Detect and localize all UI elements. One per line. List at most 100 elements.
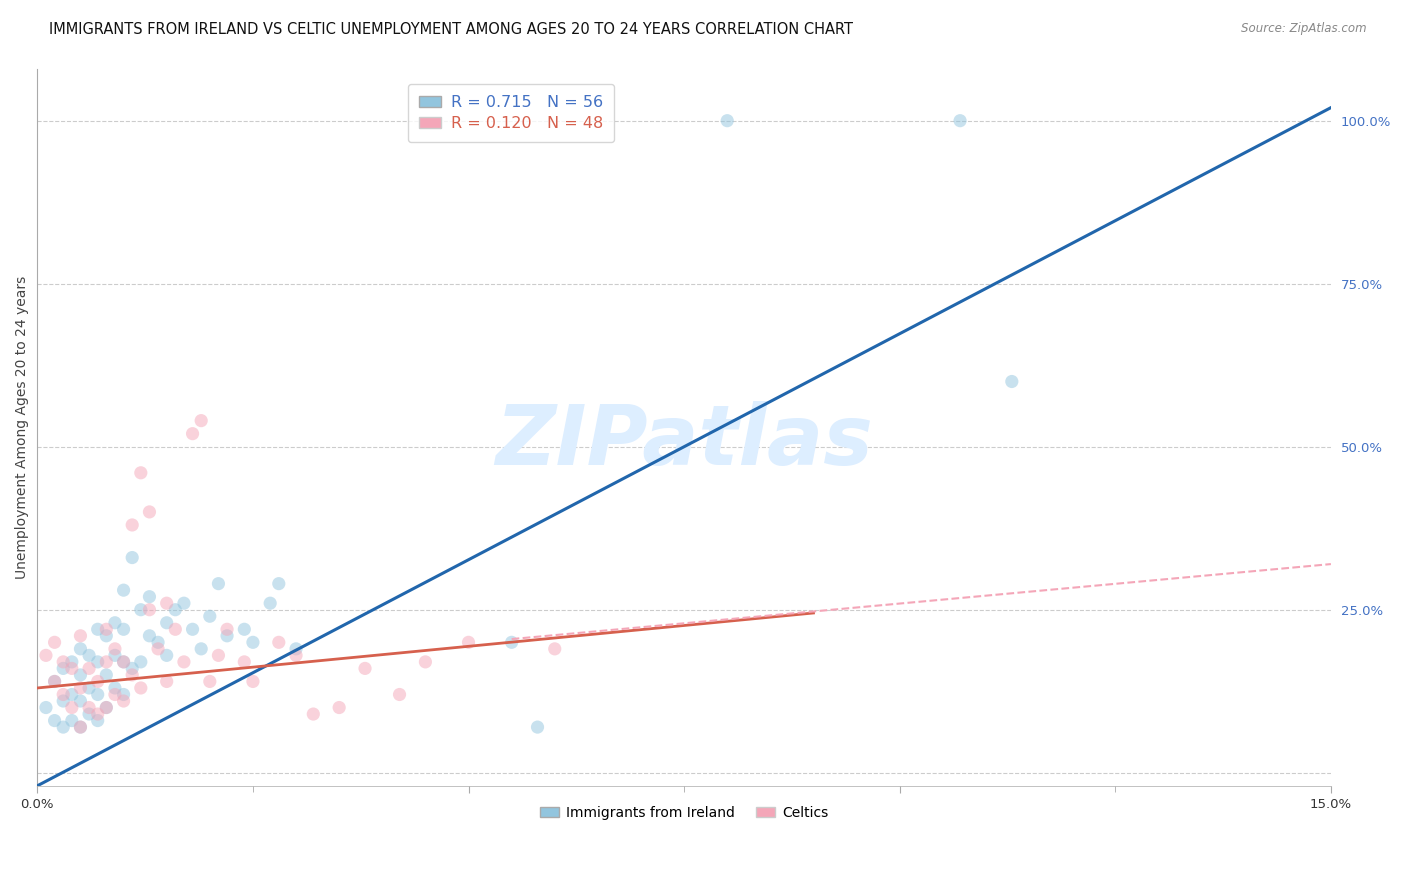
Point: [198, 609, 221, 624]
Point: [60, 655, 83, 669]
Point: [285, 641, 308, 656]
Point: [112, 694, 135, 708]
Point: [112, 688, 135, 702]
Point: [52, 661, 75, 675]
Point: [35, 700, 58, 714]
Text: IMMIGRANTS FROM IRELAND VS CELTIC UNEMPLOYMENT AMONG AGES 20 TO 24 YEARS CORRELA: IMMIGRANTS FROM IRELAND VS CELTIC UNEMPL…: [49, 22, 853, 37]
Point: [173, 655, 195, 669]
Point: [146, 641, 169, 656]
Point: [44, 714, 66, 728]
Point: [104, 681, 127, 695]
Point: [86, 655, 108, 669]
Point: [77, 648, 100, 663]
Legend: Immigrants from Ireland, Celtics: Immigrants from Ireland, Celtics: [534, 800, 834, 825]
Point: [112, 655, 135, 669]
Point: [86, 622, 108, 636]
Point: [165, 622, 187, 636]
Point: [328, 700, 350, 714]
Point: [69, 681, 91, 695]
Point: [388, 688, 411, 702]
Point: [112, 655, 135, 669]
Point: [198, 674, 221, 689]
Point: [207, 648, 229, 663]
Point: [129, 466, 152, 480]
Point: [165, 603, 187, 617]
Point: [69, 641, 91, 656]
Point: [156, 648, 179, 663]
Point: [129, 681, 152, 695]
Point: [207, 576, 229, 591]
Point: [104, 641, 127, 656]
Point: [60, 700, 83, 714]
Point: [112, 622, 135, 636]
Point: [96, 629, 118, 643]
Point: [156, 674, 179, 689]
Point: [96, 622, 118, 636]
Point: [52, 694, 75, 708]
Point: [77, 707, 100, 722]
Point: [181, 426, 204, 441]
Point: [242, 635, 264, 649]
Point: [60, 714, 83, 728]
Point: [44, 635, 66, 649]
Point: [96, 668, 118, 682]
Point: [138, 629, 160, 643]
Point: [716, 113, 738, 128]
Point: [215, 629, 238, 643]
Point: [60, 661, 83, 675]
Point: [267, 635, 290, 649]
Text: ZIPatlas: ZIPatlas: [495, 401, 873, 482]
Point: [121, 550, 143, 565]
Point: [544, 641, 567, 656]
Point: [121, 661, 143, 675]
Point: [121, 668, 143, 682]
Point: [526, 720, 548, 734]
Point: [52, 720, 75, 734]
Point: [104, 688, 127, 702]
Point: [44, 674, 66, 689]
Point: [96, 655, 118, 669]
Point: [35, 648, 58, 663]
Point: [233, 622, 256, 636]
Point: [190, 641, 212, 656]
Point: [354, 661, 377, 675]
Point: [138, 603, 160, 617]
Point: [69, 629, 91, 643]
Point: [96, 700, 118, 714]
Point: [52, 655, 75, 669]
Point: [138, 505, 160, 519]
Point: [501, 635, 523, 649]
Point: [242, 674, 264, 689]
Point: [173, 596, 195, 610]
Point: [77, 681, 100, 695]
Point: [129, 603, 152, 617]
Point: [1001, 375, 1024, 389]
Point: [104, 648, 127, 663]
Point: [104, 615, 127, 630]
Point: [60, 688, 83, 702]
Point: [86, 707, 108, 722]
Point: [415, 655, 437, 669]
Point: [949, 113, 972, 128]
Point: [267, 576, 290, 591]
Point: [121, 518, 143, 533]
Point: [259, 596, 281, 610]
Point: [44, 674, 66, 689]
Y-axis label: Unemployment Among Ages 20 to 24 years: Unemployment Among Ages 20 to 24 years: [15, 276, 30, 579]
Point: [86, 714, 108, 728]
Point: [77, 700, 100, 714]
Point: [86, 688, 108, 702]
Point: [69, 668, 91, 682]
Point: [457, 635, 479, 649]
Point: [69, 720, 91, 734]
Point: [69, 720, 91, 734]
Point: [156, 615, 179, 630]
Text: Source: ZipAtlas.com: Source: ZipAtlas.com: [1241, 22, 1367, 36]
Point: [86, 674, 108, 689]
Point: [215, 622, 238, 636]
Point: [52, 688, 75, 702]
Point: [302, 707, 325, 722]
Point: [190, 414, 212, 428]
Point: [77, 661, 100, 675]
Point: [233, 655, 256, 669]
